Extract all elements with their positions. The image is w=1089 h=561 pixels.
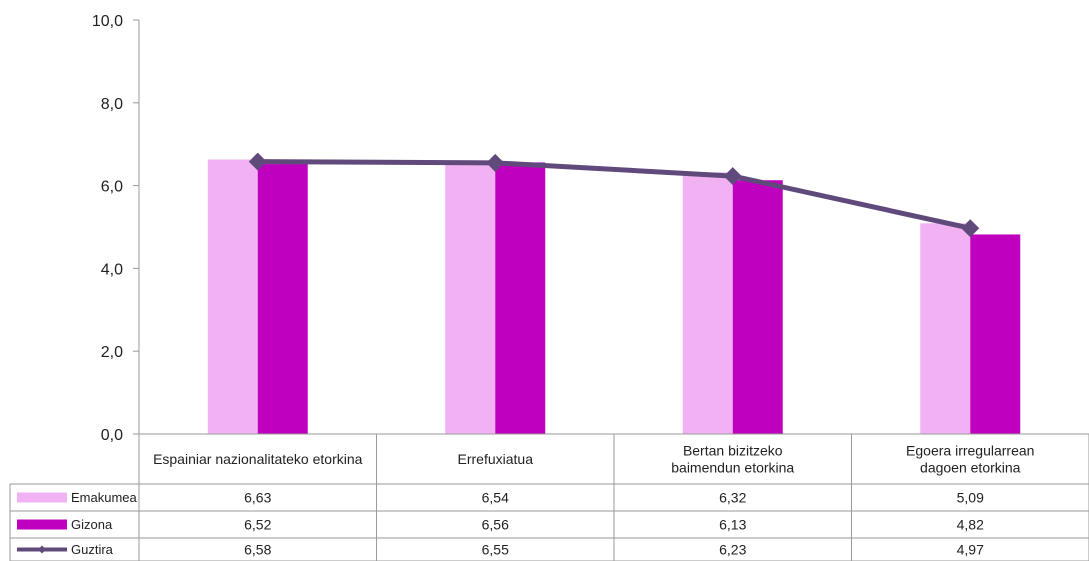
data-table-value: 6,13 xyxy=(719,517,746,533)
y-tick-label: 2,0 xyxy=(101,344,123,361)
bar-gizona xyxy=(970,234,1021,434)
bar-gizona xyxy=(495,162,546,434)
legend-label-guztira: Guztira xyxy=(71,542,114,557)
data-table-value: 6,56 xyxy=(482,517,509,533)
y-tick-label: 8,0 xyxy=(101,96,123,113)
data-table-value: 6,55 xyxy=(482,542,509,558)
marker-guztira xyxy=(248,152,267,171)
category-label: Egoera irregularrean xyxy=(906,443,1034,459)
data-table-value: 4,82 xyxy=(957,517,984,533)
category-label: Errefuxiatua xyxy=(458,451,534,467)
bar-emakumea xyxy=(920,223,971,434)
marker-guztira xyxy=(723,167,742,186)
category-label: Bertan bizitzeko xyxy=(683,443,783,459)
y-tick-label: 4,0 xyxy=(101,261,123,278)
category-label: Espainiar nazionalitateko etorkina xyxy=(153,451,363,467)
legend-label-gizona: Gizona xyxy=(71,517,113,532)
y-tick-label: 6,0 xyxy=(101,179,123,196)
data-table-value: 5,09 xyxy=(957,490,984,506)
marker-guztira xyxy=(486,153,505,172)
bar-gizona xyxy=(257,164,308,434)
data-table-value: 6,23 xyxy=(719,542,746,558)
legend-key-emakumea xyxy=(17,492,67,503)
data-table-value: 6,54 xyxy=(482,490,509,506)
legend-label-emakumea: Emakumea xyxy=(71,490,138,505)
bar-emakumea xyxy=(682,172,733,435)
bar-gizona xyxy=(732,180,783,434)
bar-emakumea xyxy=(445,163,496,434)
line-guztira xyxy=(257,159,971,231)
data-table-value: 4,97 xyxy=(957,542,984,558)
category-label: baimendun etorkina xyxy=(671,460,794,476)
bar-emakumea xyxy=(207,159,258,434)
data-table-value: 6,32 xyxy=(719,490,746,506)
data-table-value: 6,58 xyxy=(244,542,271,558)
legend-key-gizona xyxy=(17,519,67,530)
data-table-value: 6,63 xyxy=(244,490,271,506)
legend-marker-guztira xyxy=(38,545,46,554)
marker-guztira xyxy=(961,219,980,238)
y-tick-label: 10,0 xyxy=(92,13,123,30)
y-tick-label: 0,0 xyxy=(101,427,123,444)
data-table-value: 6,52 xyxy=(244,517,271,533)
category-label: dagoen etorkina xyxy=(920,460,1021,476)
